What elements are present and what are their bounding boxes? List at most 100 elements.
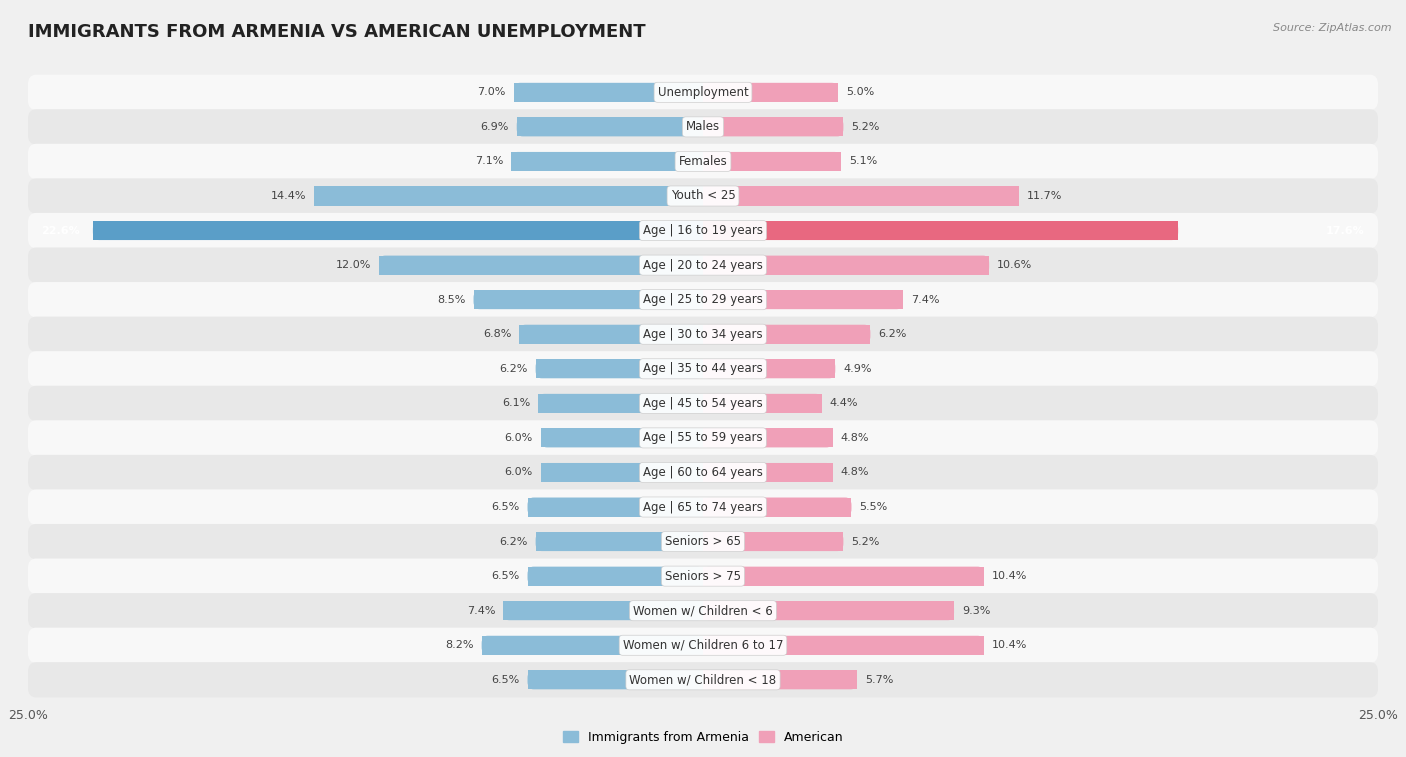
Text: Age | 20 to 24 years: Age | 20 to 24 years xyxy=(643,259,763,272)
Bar xyxy=(703,152,841,171)
FancyBboxPatch shape xyxy=(93,221,703,240)
Text: 22.6%: 22.6% xyxy=(42,226,80,235)
FancyBboxPatch shape xyxy=(28,144,1378,179)
Bar xyxy=(703,186,1019,205)
Bar xyxy=(703,497,852,516)
Bar xyxy=(527,567,703,586)
Bar xyxy=(703,83,838,102)
FancyBboxPatch shape xyxy=(703,117,844,136)
Text: 5.7%: 5.7% xyxy=(865,674,893,685)
Text: 10.4%: 10.4% xyxy=(991,571,1028,581)
FancyBboxPatch shape xyxy=(512,152,703,171)
FancyBboxPatch shape xyxy=(703,636,984,655)
FancyBboxPatch shape xyxy=(703,186,1019,205)
FancyBboxPatch shape xyxy=(703,497,852,516)
FancyBboxPatch shape xyxy=(28,386,1378,421)
Text: 8.2%: 8.2% xyxy=(446,640,474,650)
Text: Age | 30 to 34 years: Age | 30 to 34 years xyxy=(643,328,763,341)
Bar xyxy=(515,83,703,102)
FancyBboxPatch shape xyxy=(703,601,955,620)
Text: Females: Females xyxy=(679,155,727,168)
Text: 8.5%: 8.5% xyxy=(437,294,465,304)
FancyBboxPatch shape xyxy=(703,394,821,413)
Bar xyxy=(536,532,703,551)
FancyBboxPatch shape xyxy=(28,593,1378,628)
Bar xyxy=(703,290,903,309)
FancyBboxPatch shape xyxy=(503,601,703,620)
FancyBboxPatch shape xyxy=(28,490,1378,525)
Bar xyxy=(93,221,703,240)
FancyBboxPatch shape xyxy=(541,463,703,482)
FancyBboxPatch shape xyxy=(703,152,841,171)
Text: 5.1%: 5.1% xyxy=(849,157,877,167)
Bar xyxy=(541,463,703,482)
Text: 5.0%: 5.0% xyxy=(846,87,875,98)
Text: 6.2%: 6.2% xyxy=(499,537,527,547)
Bar xyxy=(703,117,844,136)
FancyBboxPatch shape xyxy=(28,75,1378,110)
Text: Age | 60 to 64 years: Age | 60 to 64 years xyxy=(643,466,763,479)
FancyBboxPatch shape xyxy=(538,394,703,413)
FancyBboxPatch shape xyxy=(28,316,1378,352)
FancyBboxPatch shape xyxy=(28,455,1378,490)
Text: Seniors > 65: Seniors > 65 xyxy=(665,535,741,548)
FancyBboxPatch shape xyxy=(28,351,1378,386)
Text: 7.0%: 7.0% xyxy=(478,87,506,98)
Text: Age | 65 to 74 years: Age | 65 to 74 years xyxy=(643,500,763,513)
Text: 6.5%: 6.5% xyxy=(491,674,519,685)
FancyBboxPatch shape xyxy=(703,360,835,378)
Bar xyxy=(703,394,821,413)
FancyBboxPatch shape xyxy=(703,567,984,586)
Text: 6.5%: 6.5% xyxy=(491,571,519,581)
Text: 7.4%: 7.4% xyxy=(467,606,495,615)
FancyBboxPatch shape xyxy=(28,109,1378,145)
Text: 6.9%: 6.9% xyxy=(481,122,509,132)
FancyBboxPatch shape xyxy=(28,559,1378,593)
Bar xyxy=(541,428,703,447)
FancyBboxPatch shape xyxy=(703,532,844,551)
Bar xyxy=(380,256,703,275)
FancyBboxPatch shape xyxy=(703,325,870,344)
Bar xyxy=(474,290,703,309)
FancyBboxPatch shape xyxy=(703,670,856,690)
Text: 7.1%: 7.1% xyxy=(475,157,503,167)
Text: Age | 16 to 19 years: Age | 16 to 19 years xyxy=(643,224,763,237)
Text: 10.4%: 10.4% xyxy=(991,640,1028,650)
FancyBboxPatch shape xyxy=(315,186,703,205)
FancyBboxPatch shape xyxy=(28,179,1378,213)
Legend: Immigrants from Armenia, American: Immigrants from Armenia, American xyxy=(558,726,848,749)
FancyBboxPatch shape xyxy=(541,428,703,447)
Bar xyxy=(315,186,703,205)
Text: Women w/ Children < 6: Women w/ Children < 6 xyxy=(633,604,773,617)
Text: 5.5%: 5.5% xyxy=(859,502,887,512)
Bar xyxy=(703,325,870,344)
FancyBboxPatch shape xyxy=(703,256,990,275)
Bar xyxy=(703,360,835,378)
Bar xyxy=(703,463,832,482)
Bar xyxy=(703,601,955,620)
FancyBboxPatch shape xyxy=(527,670,703,690)
FancyBboxPatch shape xyxy=(703,463,832,482)
Text: Males: Males xyxy=(686,120,720,133)
Bar xyxy=(703,636,984,655)
Text: 5.2%: 5.2% xyxy=(852,122,880,132)
Text: Age | 45 to 54 years: Age | 45 to 54 years xyxy=(643,397,763,410)
FancyBboxPatch shape xyxy=(703,290,903,309)
FancyBboxPatch shape xyxy=(536,532,703,551)
Text: Unemployment: Unemployment xyxy=(658,86,748,99)
Bar xyxy=(519,325,703,344)
Text: 4.8%: 4.8% xyxy=(841,433,869,443)
Bar xyxy=(538,394,703,413)
Text: 11.7%: 11.7% xyxy=(1026,191,1063,201)
Text: 6.2%: 6.2% xyxy=(879,329,907,339)
Text: 6.5%: 6.5% xyxy=(491,502,519,512)
FancyBboxPatch shape xyxy=(703,221,1178,240)
Text: 14.4%: 14.4% xyxy=(271,191,307,201)
Text: 6.0%: 6.0% xyxy=(505,468,533,478)
Bar xyxy=(703,532,844,551)
FancyBboxPatch shape xyxy=(703,428,832,447)
Text: 4.4%: 4.4% xyxy=(830,398,859,408)
Text: IMMIGRANTS FROM ARMENIA VS AMERICAN UNEMPLOYMENT: IMMIGRANTS FROM ARMENIA VS AMERICAN UNEM… xyxy=(28,23,645,41)
FancyBboxPatch shape xyxy=(28,662,1378,697)
Bar xyxy=(703,567,984,586)
